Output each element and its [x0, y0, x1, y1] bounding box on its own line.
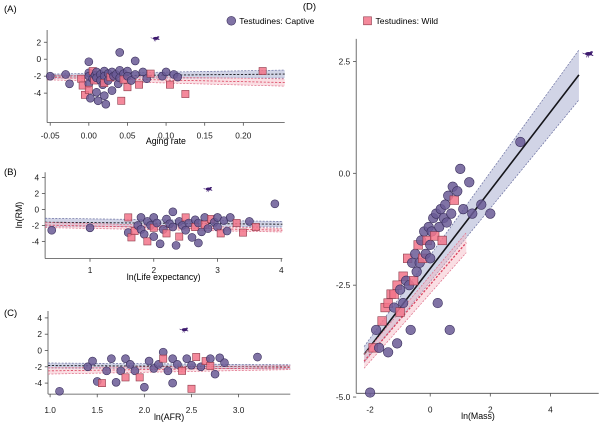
svg-text:4: 4	[34, 173, 39, 183]
svg-text:ln(RM): ln(RM)	[14, 202, 24, 228]
svg-text:ln(Life expectancy): ln(Life expectancy)	[127, 272, 201, 282]
svg-text:0: 0	[37, 346, 42, 356]
svg-text:1.0: 1.0	[44, 405, 56, 415]
svg-text:0.0: 0.0	[339, 168, 351, 178]
svg-text:3: 3	[215, 265, 220, 275]
svg-text:-2: -2	[34, 71, 42, 81]
svg-text:4: 4	[37, 313, 42, 323]
svg-text:-5.0: -5.0	[336, 392, 351, 402]
svg-text:-4: -4	[32, 236, 40, 246]
svg-text:-4: -4	[35, 378, 43, 388]
svg-text:2.5: 2.5	[186, 405, 198, 415]
svg-text:0.20: 0.20	[235, 131, 252, 141]
svg-text:1: 1	[88, 265, 93, 275]
svg-text:-4: -4	[34, 88, 42, 98]
svg-text:2.0: 2.0	[139, 405, 151, 415]
svg-text:2: 2	[37, 329, 42, 339]
svg-text:0: 0	[34, 204, 39, 214]
svg-text:-2: -2	[32, 220, 40, 230]
svg-text:2.5: 2.5	[339, 56, 351, 66]
svg-text:-0.05: -0.05	[41, 131, 60, 141]
svg-text:(D): (D)	[303, 2, 316, 13]
svg-text:0.15: 0.15	[197, 131, 214, 141]
svg-text:-2.5: -2.5	[336, 280, 351, 290]
svg-text:0: 0	[36, 54, 41, 64]
svg-text:(C): (C)	[4, 308, 17, 319]
svg-text:2: 2	[36, 37, 41, 47]
svg-text:0: 0	[428, 404, 433, 414]
svg-text:0.05: 0.05	[119, 131, 136, 141]
svg-text:2: 2	[34, 188, 39, 198]
svg-text:Testudines: Captive: Testudines: Captive	[239, 16, 314, 26]
svg-text:3.0: 3.0	[233, 405, 245, 415]
svg-text:4: 4	[548, 404, 553, 414]
svg-text:(B): (B)	[4, 167, 17, 178]
svg-text:Aging rate: Aging rate	[146, 136, 186, 146]
svg-text:(A): (A)	[4, 4, 17, 15]
svg-text:1.5: 1.5	[91, 405, 103, 415]
svg-text:ln(Mass): ln(Mass)	[461, 411, 495, 421]
svg-text:0.00: 0.00	[81, 131, 98, 141]
svg-text:ln(AFR): ln(AFR)	[154, 412, 184, 422]
svg-text:-2: -2	[35, 362, 43, 372]
svg-text:-2: -2	[366, 404, 374, 414]
svg-text:Testudines: Wild: Testudines: Wild	[376, 16, 439, 26]
svg-text:4: 4	[279, 265, 284, 275]
